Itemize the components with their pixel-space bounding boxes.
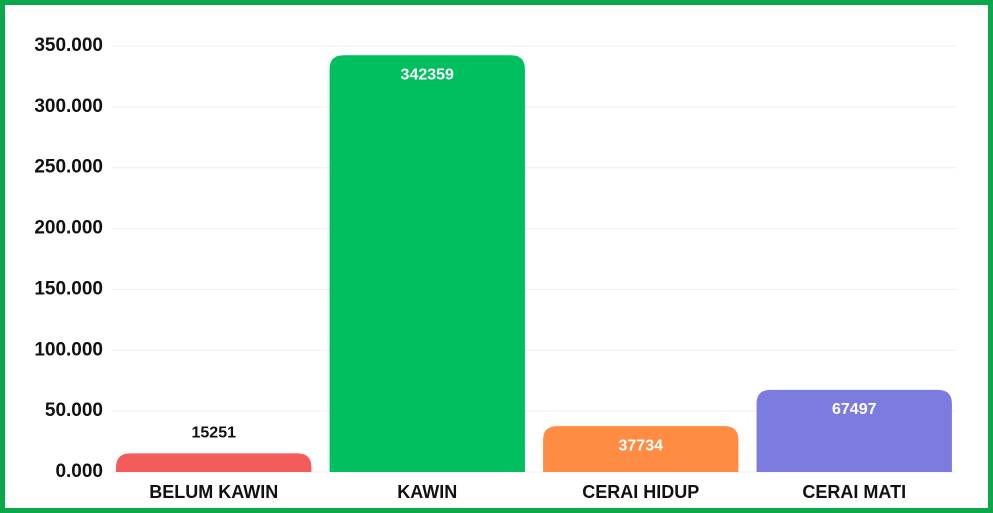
bar — [330, 55, 525, 472]
value-label: 37734 — [619, 437, 664, 454]
y-tick-label: 200.000 — [34, 218, 103, 239]
y-tick-label: 100.000 — [34, 339, 103, 360]
y-tick-label: 50.000 — [45, 400, 103, 421]
x-tick-label: CERAI HIDUP — [582, 482, 699, 502]
chart: 0.000 50.000 100.000 150.000 200.000 250.000 3… — [0, 0, 993, 513]
x-tick-label: CERAI MATI — [802, 482, 906, 502]
x-tick-label: KAWIN — [397, 482, 457, 502]
x-tick-label: BELUM KAWIN — [149, 482, 278, 502]
value-label: 67497 — [832, 401, 877, 418]
value-label: 15251 — [192, 425, 237, 442]
y-tick-label: 250.000 — [34, 157, 103, 178]
y-tick-label: 300.000 — [34, 96, 103, 117]
y-tick-label: 150.000 — [34, 278, 103, 299]
y-tick-label: 350.000 — [34, 35, 103, 56]
y-tick-label: 0.000 — [55, 461, 103, 482]
value-label: 342359 — [401, 67, 454, 84]
bar — [116, 453, 311, 472]
